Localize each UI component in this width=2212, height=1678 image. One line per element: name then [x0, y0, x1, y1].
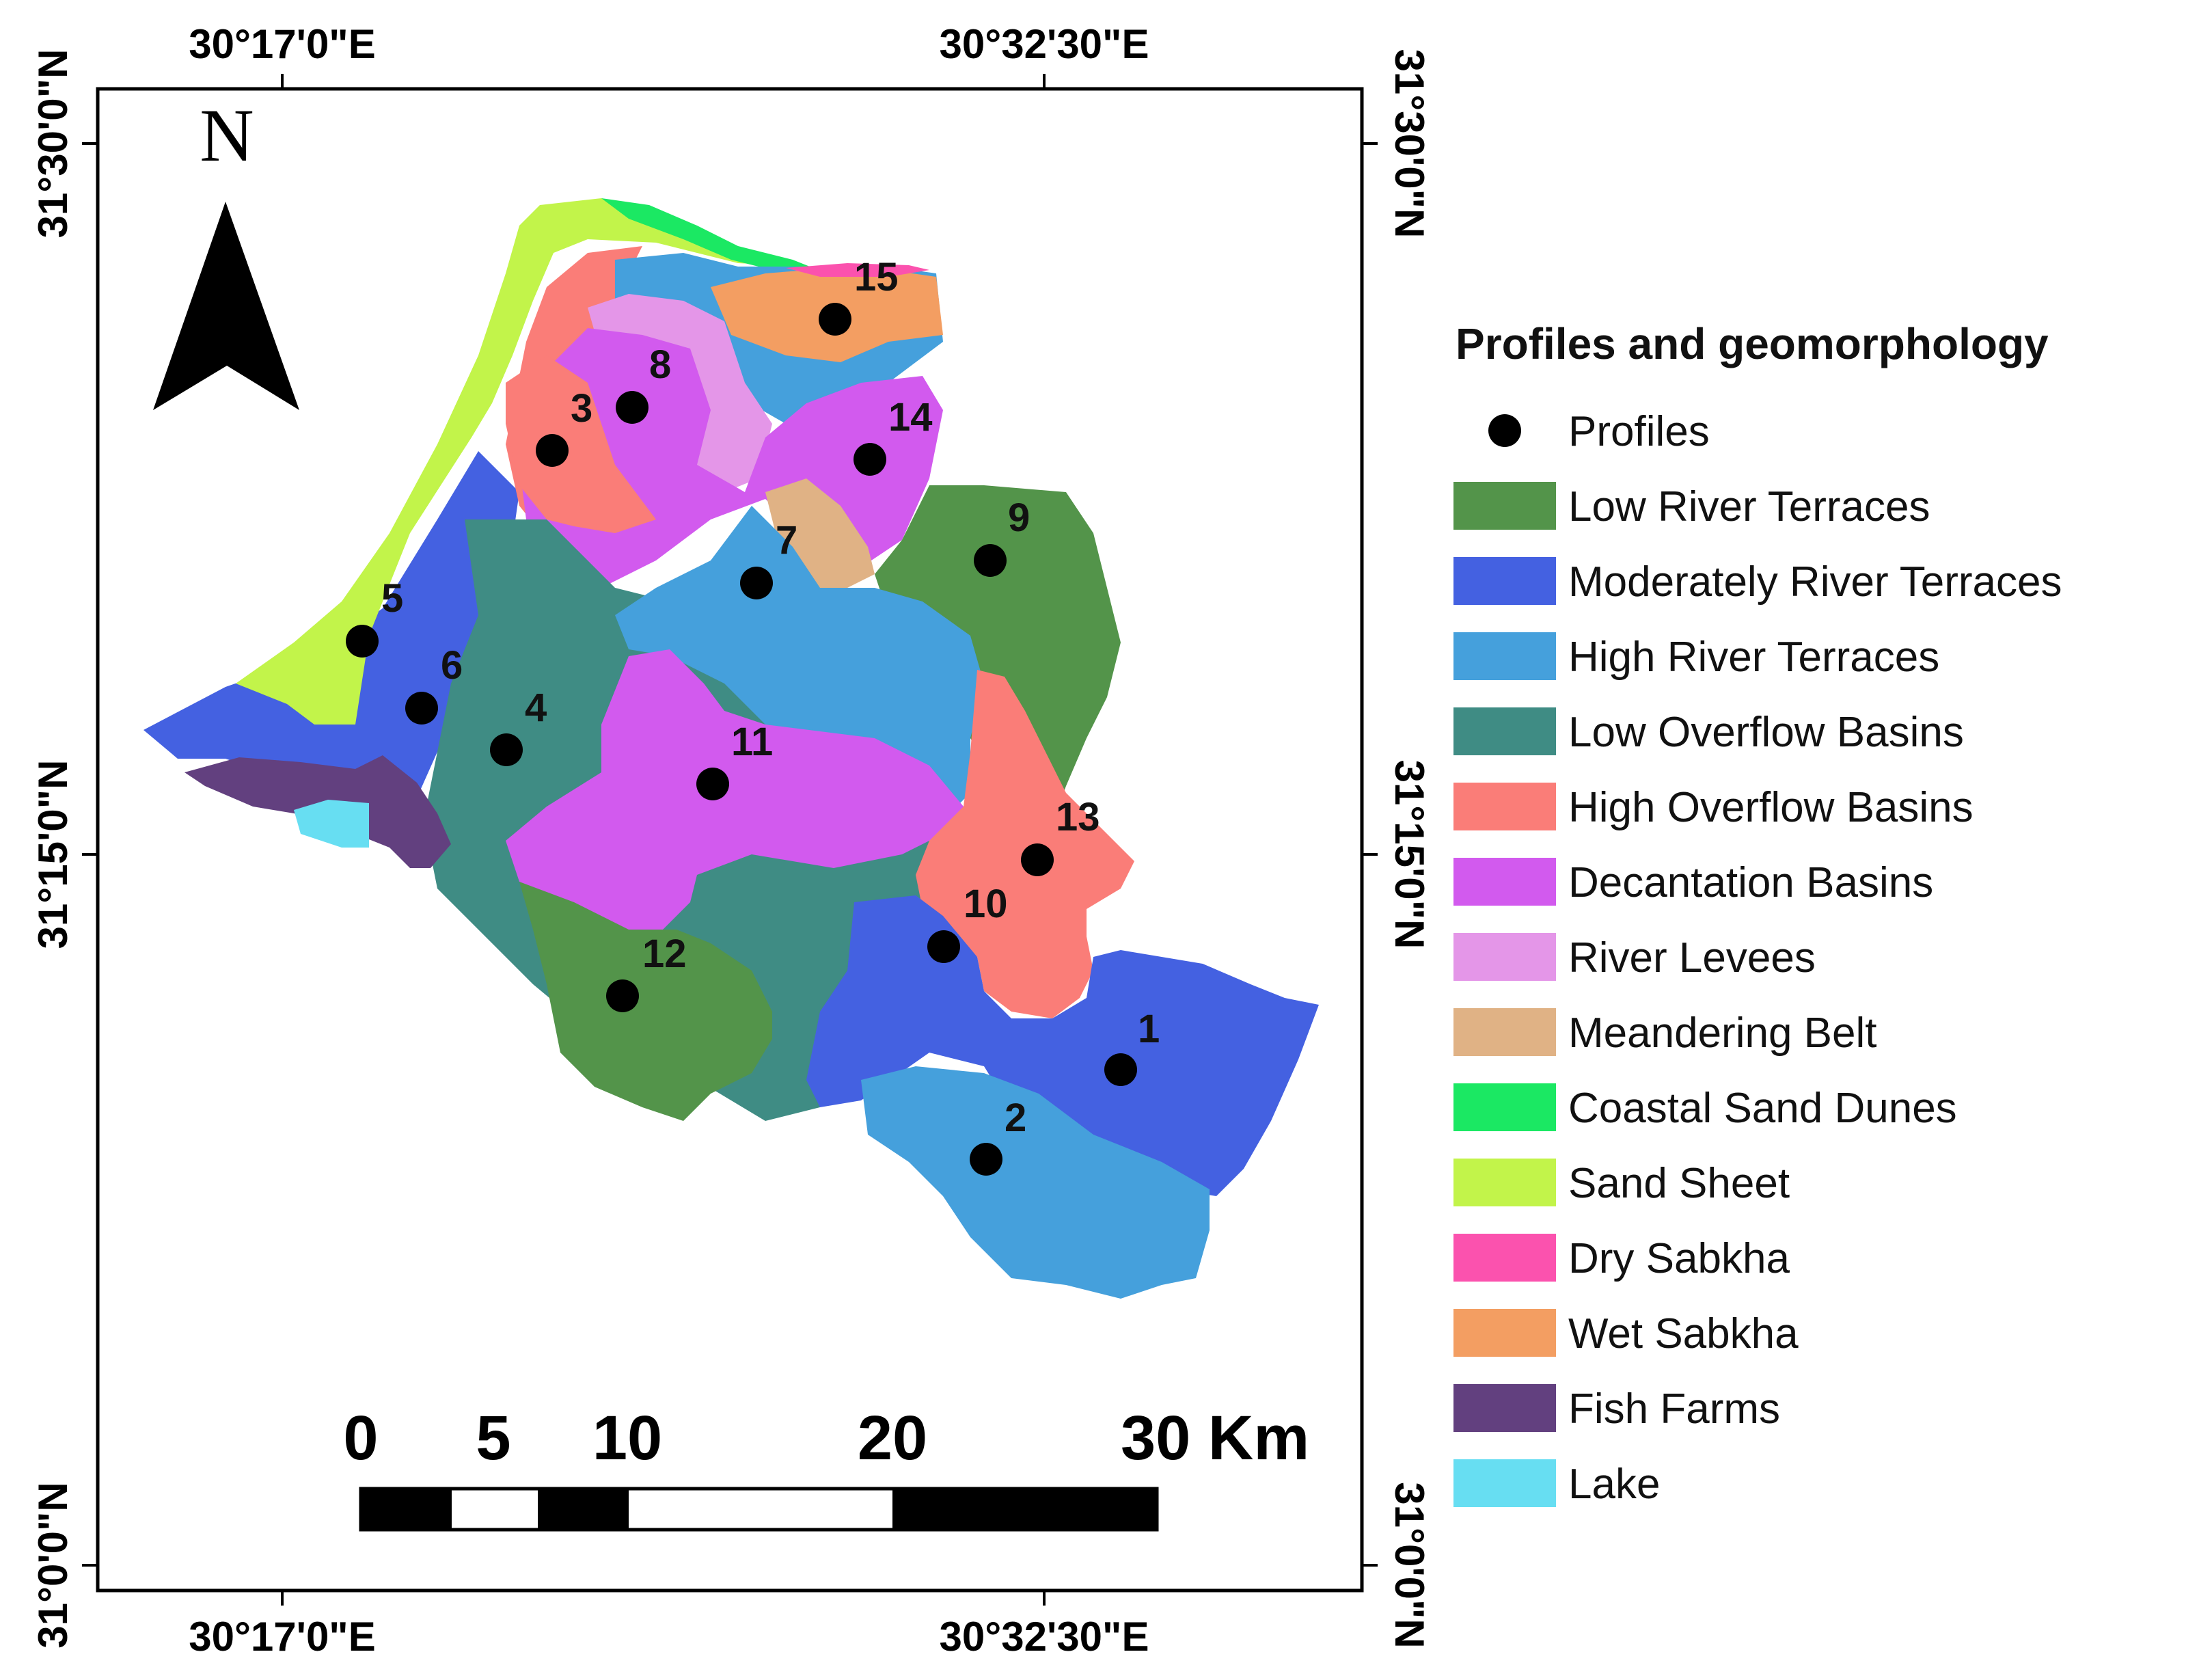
- unit-sand-sheet: [236, 198, 806, 725]
- coord-bottom-1: 30°17'0"E: [189, 1614, 376, 1660]
- profile-label-4: 4: [525, 686, 547, 730]
- unit-meandering-belt: [765, 478, 875, 615]
- profile-label-15: 15: [854, 255, 899, 299]
- profile-point-7[interactable]: [740, 567, 773, 599]
- legend-label: Meandering Belt: [1568, 1010, 1877, 1057]
- profile-label-5: 5: [381, 576, 403, 621]
- coord-right-2: 31°15'0"N: [1387, 760, 1432, 949]
- legend-swatch: [1453, 707, 1556, 755]
- legend-label: Low River Terraces: [1568, 483, 1930, 530]
- profile-point-1[interactable]: [1104, 1053, 1137, 1086]
- legend-label: Dry Sabkha: [1568, 1235, 1790, 1282]
- legend-items: Low River Terraces Moderately River Terra…: [1453, 482, 2062, 1508]
- profile-point-3[interactable]: [536, 434, 569, 467]
- profile-point-12[interactable]: [606, 979, 639, 1012]
- profile-point-8[interactable]: [616, 391, 648, 424]
- scale-tick-10: 10: [592, 1403, 662, 1473]
- legend-label: Wet Sabkha: [1568, 1310, 1799, 1357]
- coord-top-2: 30°32'30"E: [940, 21, 1149, 67]
- geomorphology-map: [144, 198, 1319, 1299]
- scale-tick-20: 20: [858, 1403, 927, 1473]
- profile-label-11: 11: [731, 720, 773, 764]
- legend-label: High River Terraces: [1568, 634, 1939, 681]
- legend-label: High Overflow Basins: [1568, 784, 1974, 831]
- legend-label: Coastal Sand Dunes: [1568, 1085, 1957, 1132]
- unit-low-river-terraces-northeast: [875, 485, 1121, 841]
- unit-decantation-central: [506, 649, 964, 936]
- profile-point-5[interactable]: [346, 625, 379, 658]
- legend-profiles-symbol: [1488, 414, 1521, 447]
- profile-label-12: 12: [642, 932, 687, 976]
- coord-left-3: 31°0'0"N: [30, 1482, 76, 1649]
- coord-left-1: 31°30'0"N: [30, 49, 76, 239]
- profile-label-7: 7: [776, 518, 797, 563]
- legend-label: Lake: [1568, 1461, 1660, 1508]
- profile-point-4[interactable]: [490, 733, 523, 766]
- profile-label-9: 9: [1008, 496, 1030, 540]
- unit-low-river-terraces-south: [519, 882, 772, 1121]
- profile-label-10: 10: [964, 882, 1008, 926]
- scale-tick-30: 30 Km: [1121, 1403, 1309, 1473]
- legend-label: River Levees: [1568, 934, 1816, 982]
- profile-point-13[interactable]: [1021, 843, 1054, 876]
- unit-high-river-terraces-central: [615, 506, 984, 820]
- legend-swatch: [1453, 557, 1556, 605]
- north-arrow: N: [153, 94, 299, 410]
- unit-dry-sabkha: [786, 263, 929, 277]
- profile-point-9[interactable]: [974, 544, 1007, 577]
- scale-tick-0: 0: [343, 1403, 378, 1473]
- legend-title: Profiles and geomorphology: [1456, 319, 2049, 368]
- profile-label-2: 2: [1005, 1096, 1026, 1140]
- scale-tick-5: 5: [476, 1403, 510, 1473]
- legend-swatch: [1453, 1384, 1556, 1432]
- coord-right-3: 31°0'0"N: [1387, 1482, 1432, 1649]
- unit-coastal-sand-dunes: [601, 198, 813, 270]
- profile-point-15[interactable]: [819, 303, 851, 336]
- profile-label-6: 6: [441, 643, 463, 688]
- legend-label: Sand Sheet: [1568, 1160, 1790, 1207]
- unit-high-overflow-east: [916, 670, 1134, 1018]
- legend-swatch: [1453, 858, 1556, 906]
- legend-label: Low Overflow Basins: [1568, 709, 1964, 756]
- profile-label-14: 14: [888, 395, 933, 439]
- unit-high-river-terraces-south: [861, 1066, 1210, 1299]
- unit-high-overflow-north-2: [506, 355, 656, 533]
- legend-swatch: [1453, 632, 1556, 680]
- profile-label-8: 8: [649, 342, 671, 387]
- coord-right-1: 31°30'0"N: [1387, 49, 1432, 239]
- legend-swatch: [1453, 1309, 1556, 1357]
- north-letter: N: [200, 94, 254, 177]
- north-arrow-icon: [153, 202, 299, 410]
- legend-swatch: [1453, 1083, 1556, 1131]
- legend-swatch: [1453, 1159, 1556, 1206]
- legend-swatch: [1453, 1459, 1556, 1507]
- map-frame: [82, 74, 1378, 1606]
- legend-label: Moderately River Terraces: [1568, 558, 2062, 606]
- legend-swatch: [1453, 1234, 1556, 1282]
- coord-bottom-2: 30°32'30"E: [940, 1614, 1149, 1660]
- legend-label: Decantation Basins: [1568, 859, 1933, 906]
- profile-point-14[interactable]: [854, 443, 886, 476]
- legend: Profiles and geomorphology Profiles Low …: [1453, 319, 2062, 1508]
- profile-point-11[interactable]: [696, 768, 729, 800]
- legend-swatch: [1453, 1008, 1556, 1056]
- coord-top-1: 30°17'0"E: [189, 21, 376, 67]
- legend-swatch: [1453, 933, 1556, 981]
- scale-bar: 0 5 10 20 30 Km: [343, 1403, 1309, 1532]
- legend-swatch: [1453, 482, 1556, 530]
- unit-moderately-river-terraces-southeast: [806, 895, 1319, 1196]
- legend-swatch: [1453, 783, 1556, 830]
- legend-label: Fish Farms: [1568, 1385, 1780, 1433]
- profile-point-6[interactable]: [405, 692, 438, 725]
- profile-point-10[interactable]: [927, 930, 960, 963]
- profile-point-2[interactable]: [970, 1143, 1002, 1176]
- profile-label-3: 3: [571, 386, 592, 431]
- profile-label-13: 13: [1056, 795, 1100, 839]
- profile-label-1: 1: [1138, 1007, 1160, 1051]
- legend-profiles-label: Profiles: [1568, 408, 1710, 455]
- unit-lake: [294, 800, 369, 848]
- coord-left-2: 31°15'0"N: [30, 760, 76, 949]
